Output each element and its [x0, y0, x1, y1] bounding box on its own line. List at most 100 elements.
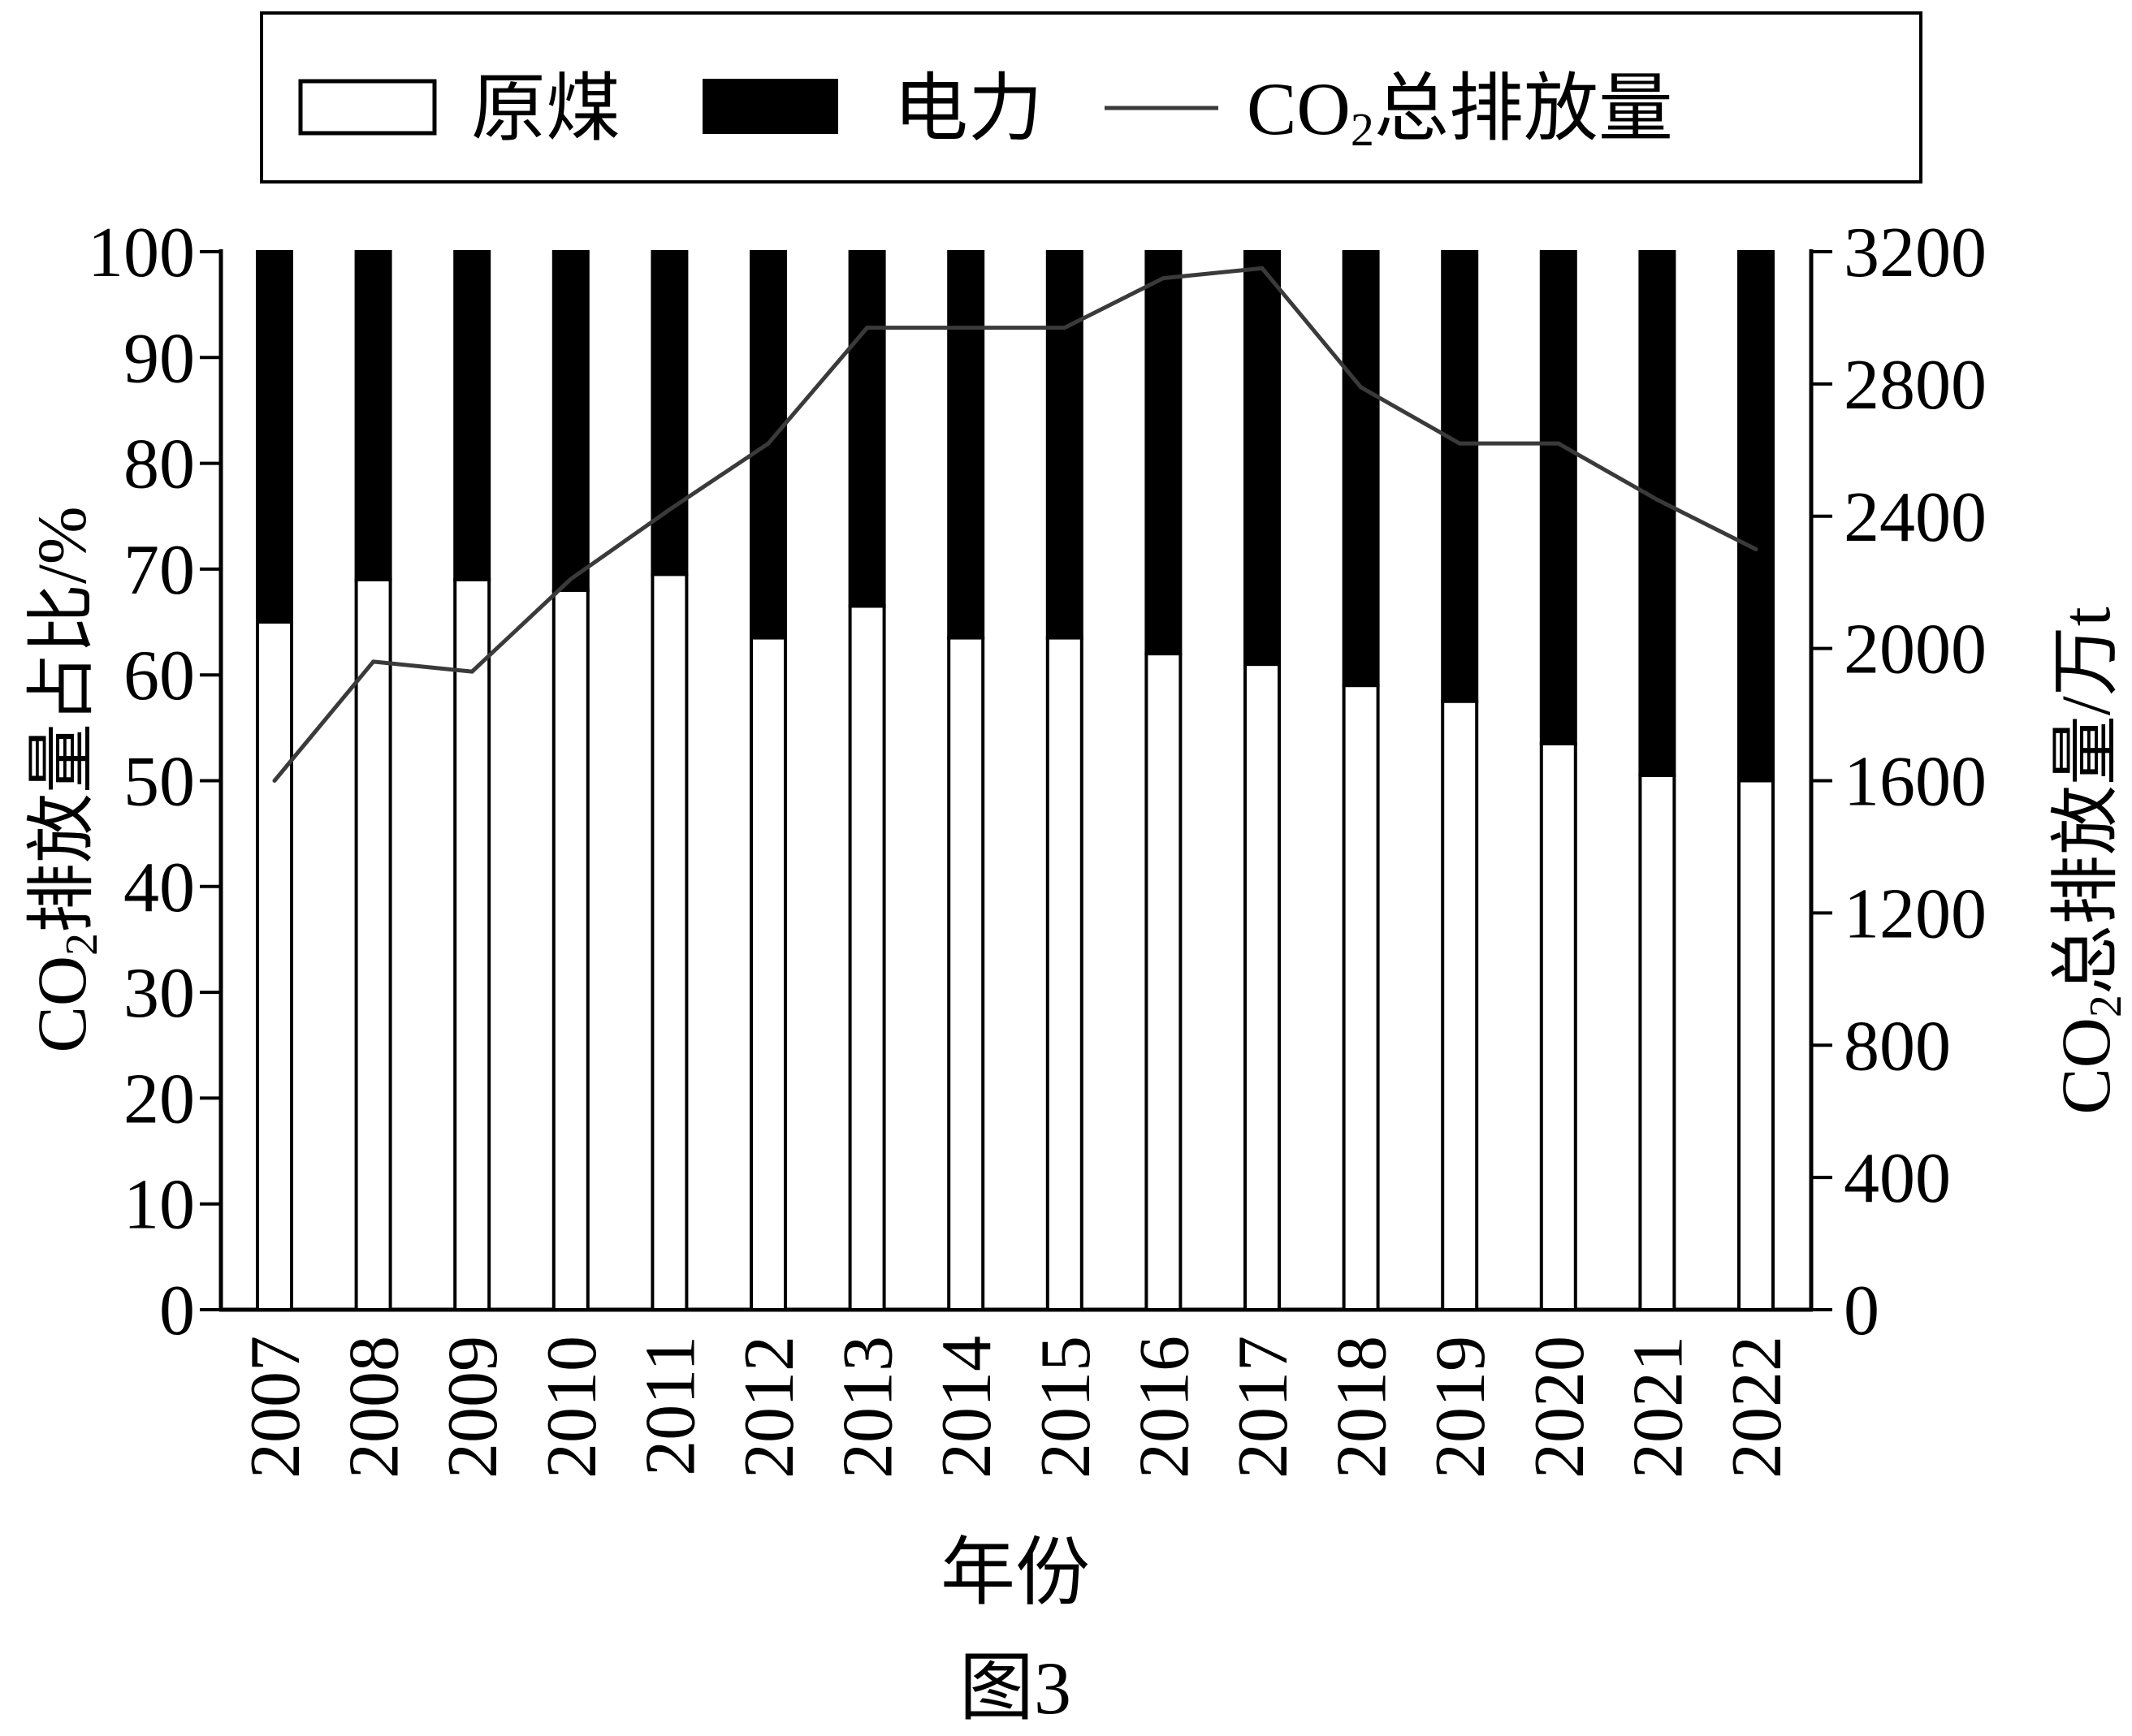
- left-tick-label: 40: [123, 849, 195, 927]
- bar-coal: [651, 572, 689, 1311]
- left-tick-label: 90: [123, 319, 195, 398]
- co2-line-point: [1754, 546, 1758, 551]
- x-tick-label: 2019: [1421, 1336, 1500, 1479]
- legend-label-power: 电力: [893, 67, 1043, 150]
- legend-swatch-coal: [298, 79, 437, 136]
- bar-power: [1045, 250, 1083, 640]
- bar-power: [1441, 250, 1479, 703]
- bar-coal: [1243, 663, 1281, 1311]
- x-tick-label: 2008: [335, 1336, 414, 1479]
- left-tick-label: 0: [159, 1272, 195, 1350]
- x-axis-tick-labels: 2007 2008 2009 2010 2011 2012 2013 2014 2015 2016…: [236, 1336, 1797, 1479]
- left-tick-label: 10: [123, 1166, 195, 1245]
- co2-line-point: [272, 779, 277, 783]
- co2-line-point: [766, 441, 771, 446]
- bar-power: [1539, 250, 1577, 745]
- co2-line-point: [1260, 266, 1265, 270]
- bar-coal: [256, 620, 293, 1311]
- bar-power: [1144, 250, 1183, 656]
- bar-power: [1342, 250, 1380, 688]
- right-tick-label: 1600: [1844, 743, 1987, 822]
- right-tick-label: 2400: [1844, 478, 1987, 557]
- bar-power: [1737, 250, 1775, 783]
- right-tick-label: 800: [1844, 1007, 1951, 1086]
- left-tick-label: 80: [123, 425, 195, 504]
- co2-line-point: [1161, 276, 1165, 281]
- bar-coal: [1737, 779, 1775, 1311]
- bar-power: [947, 250, 985, 640]
- legend-frame: [260, 11, 1922, 184]
- bar-coal: [1342, 684, 1380, 1311]
- bar-coal: [453, 577, 491, 1311]
- right-tick-label: 2000: [1844, 611, 1987, 689]
- bar-power: [453, 250, 491, 581]
- co2-line-point: [865, 326, 870, 330]
- legend-label-co2: CO2总排放量: [1247, 67, 1673, 156]
- bar-power: [256, 250, 293, 624]
- bar-power: [551, 250, 590, 592]
- bar-power: [848, 250, 886, 608]
- x-tick-label: 2016: [1125, 1336, 1204, 1479]
- left-tick-label: 60: [123, 637, 195, 715]
- left-tick-label: 70: [123, 531, 195, 610]
- left-y-axis-ticks: 0 10 20 30 40 50 60 70 80 90 100: [88, 214, 221, 1350]
- left-tick-label: 20: [123, 1060, 195, 1138]
- bar-coal: [1045, 636, 1083, 1311]
- x-tick-label: 2011: [631, 1336, 710, 1476]
- x-tick-label: 2009: [434, 1336, 512, 1479]
- bars: [256, 250, 1775, 1311]
- legend-label-coal: 原煤: [471, 67, 621, 150]
- bar-power: [651, 250, 689, 577]
- bar-coal: [354, 577, 392, 1311]
- co2-line-point: [667, 507, 672, 512]
- figure-caption: 图3: [959, 1647, 1071, 1730]
- x-tick-label: 2014: [928, 1336, 1006, 1479]
- bar-coal: [551, 588, 590, 1311]
- x-tick-label: 2020: [1520, 1336, 1599, 1479]
- bar-power: [1638, 250, 1676, 777]
- co2-line-point: [1556, 441, 1561, 446]
- bar-coal: [848, 604, 886, 1311]
- left-tick-label: 30: [123, 954, 195, 1033]
- bar-coal: [947, 636, 985, 1311]
- co2-line-point: [469, 669, 474, 674]
- x-tick-label: 2013: [829, 1336, 908, 1479]
- bar-coal: [1539, 741, 1577, 1311]
- right-y-axis-ticks: 0 400 800 1200 1600 2000 2400 2800 3200: [1811, 214, 1987, 1350]
- legend-swatch-power: [703, 79, 838, 134]
- left-axis-title: CO2排放量占比/%: [23, 506, 107, 1052]
- co2-line-point: [1654, 497, 1659, 502]
- right-tick-label: 0: [1844, 1272, 1879, 1350]
- bar-power: [354, 250, 392, 581]
- right-tick-label: 3200: [1844, 214, 1987, 292]
- right-tick-label: 400: [1844, 1139, 1951, 1218]
- left-tick-label: 100: [88, 214, 195, 292]
- bar-coal: [750, 636, 787, 1311]
- co2-line-point: [371, 659, 376, 664]
- bar-coal: [1638, 773, 1676, 1311]
- co2-line-point: [569, 577, 573, 581]
- bar-coal: [1441, 699, 1479, 1311]
- x-tick-label: 2022: [1718, 1336, 1797, 1479]
- x-tick-label: 2015: [1027, 1336, 1105, 1479]
- x-axis-title: 年份: [941, 1531, 1090, 1614]
- co2-line-series: [272, 266, 1758, 783]
- legend: 原煤 电力 CO2总排放量: [260, 11, 1922, 184]
- co2-line-path: [273, 266, 1758, 783]
- x-tick-label: 2007: [236, 1336, 315, 1479]
- right-tick-label: 1200: [1844, 874, 1987, 953]
- co2-line-point: [1062, 326, 1067, 330]
- co2-line-point: [1359, 385, 1364, 390]
- x-tick-label: 2018: [1323, 1336, 1402, 1479]
- bar-coal: [1144, 652, 1183, 1311]
- left-tick-label: 50: [123, 743, 195, 822]
- bar-power: [1243, 250, 1281, 667]
- x-tick-label: 2021: [1619, 1336, 1697, 1479]
- co2-line-point: [963, 326, 968, 330]
- co2-line-point: [1457, 441, 1462, 446]
- x-tick-label: 2010: [533, 1336, 612, 1479]
- x-tick-label: 2017: [1224, 1336, 1303, 1479]
- x-tick-label: 2012: [730, 1336, 809, 1479]
